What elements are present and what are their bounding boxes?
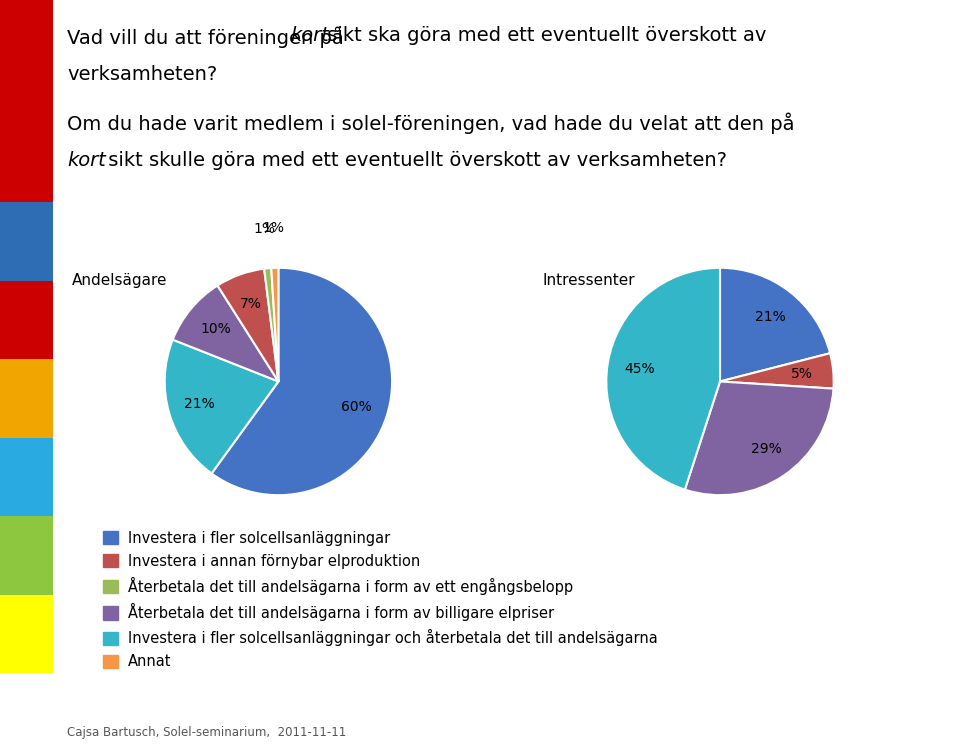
Text: 10%: 10% — [200, 322, 230, 337]
Wedge shape — [720, 353, 833, 389]
Text: 1%: 1% — [263, 221, 284, 235]
Text: 21%: 21% — [755, 310, 785, 324]
Text: 60%: 60% — [341, 399, 372, 414]
Text: 5%: 5% — [791, 367, 812, 381]
Text: verksamheten?: verksamheten? — [67, 65, 218, 84]
Wedge shape — [173, 286, 278, 381]
Text: Andelsägare: Andelsägare — [72, 273, 167, 288]
Text: sikt skulle göra med ett eventuellt överskott av verksamheten?: sikt skulle göra med ett eventuellt över… — [102, 151, 727, 170]
Legend: Investera i fler solcellsanläggningar, Investera i annan förnybar elproduktion, : Investera i fler solcellsanläggningar, I… — [104, 531, 658, 669]
Text: sikt ska göra med ett eventuellt överskott av: sikt ska göra med ett eventuellt översko… — [321, 26, 766, 45]
Wedge shape — [218, 269, 278, 381]
Text: kort: kort — [290, 26, 328, 45]
Wedge shape — [684, 381, 833, 495]
Text: Vad vill du att föreningen på: Vad vill du att föreningen på — [67, 26, 350, 48]
Text: Cajsa Bartusch, Solel-seminarium,  2011-11-11: Cajsa Bartusch, Solel-seminarium, 2011-1… — [67, 726, 347, 739]
Text: Intressenter: Intressenter — [542, 273, 635, 288]
Wedge shape — [211, 268, 392, 495]
Text: 29%: 29% — [751, 442, 781, 456]
Text: Om du hade varit medlem i solel-föreningen, vad hade du velat att den på: Om du hade varit medlem i solel-förening… — [67, 112, 795, 134]
Wedge shape — [607, 268, 720, 490]
Wedge shape — [264, 268, 278, 381]
Text: kort: kort — [67, 151, 106, 170]
Wedge shape — [272, 268, 278, 381]
Text: 7%: 7% — [240, 298, 262, 311]
Wedge shape — [720, 268, 830, 381]
Text: 21%: 21% — [184, 397, 215, 411]
Text: 1%: 1% — [252, 221, 275, 236]
Wedge shape — [165, 340, 278, 473]
Text: 45%: 45% — [624, 362, 655, 375]
